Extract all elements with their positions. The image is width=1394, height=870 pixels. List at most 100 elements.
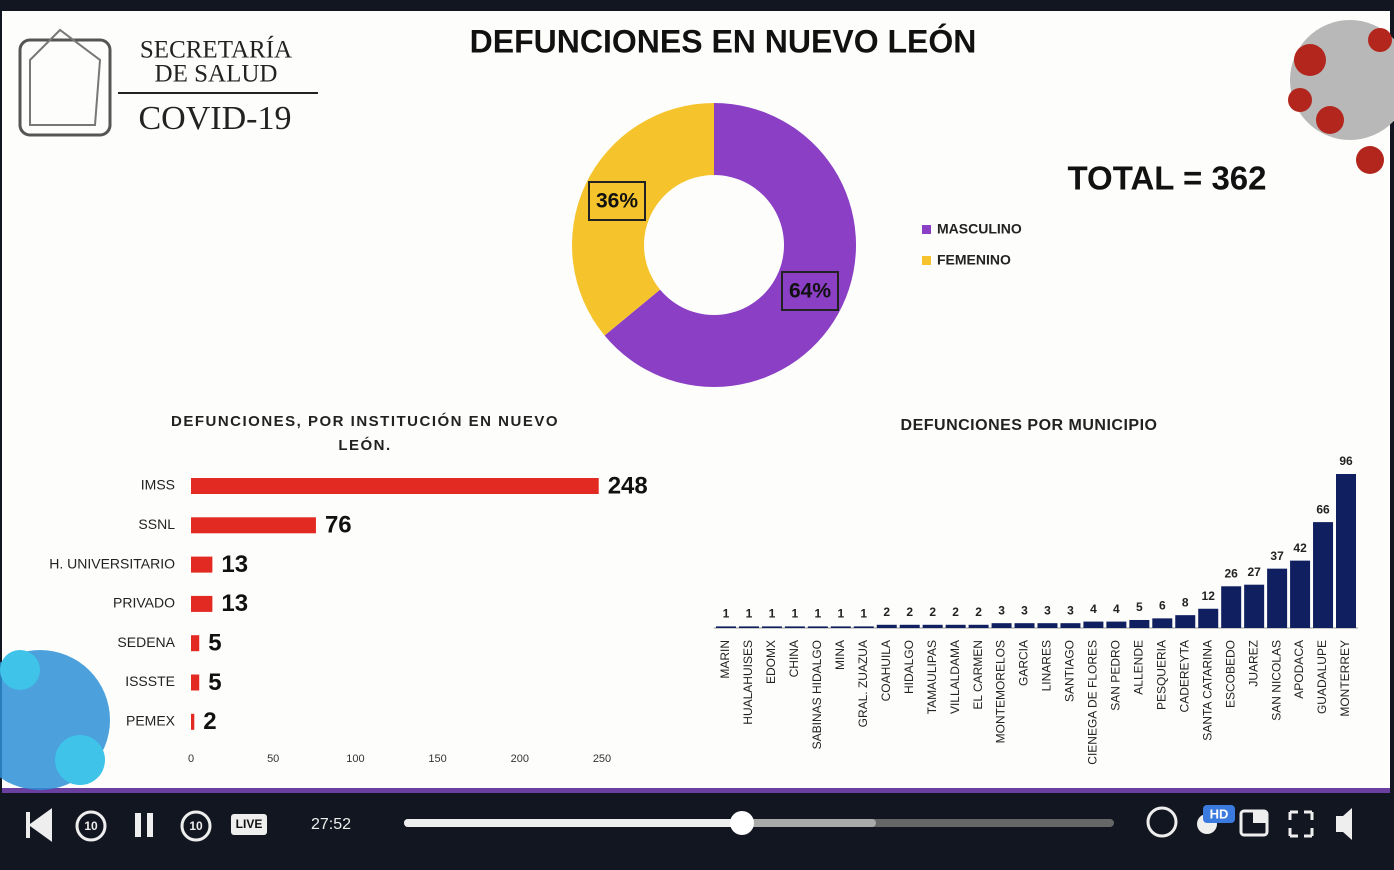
- x-tick-label: PESQUERIA: [1154, 640, 1168, 710]
- data-label: 5: [208, 669, 221, 696]
- bar: [1106, 621, 1127, 628]
- data-label: 1: [746, 607, 753, 621]
- bar: [830, 626, 851, 628]
- virus-decoration: [0, 20, 1394, 790]
- data-label: 13: [221, 551, 248, 578]
- x-tick-label: TAMAULIPAS: [925, 640, 939, 714]
- x-tick-label: GARCIA: [1017, 640, 1031, 686]
- bar: [853, 626, 874, 628]
- data-label: 42: [1293, 541, 1307, 555]
- x-tick-label: JUAREZ: [1246, 640, 1260, 687]
- y-tick-label: SSNL: [138, 516, 175, 532]
- bar: [899, 624, 920, 628]
- pause-button[interactable]: [147, 813, 153, 837]
- live-label: LIVE: [236, 817, 263, 831]
- bar: [1221, 586, 1242, 628]
- data-label: 27: [1247, 565, 1261, 579]
- hd-badge: [1203, 805, 1235, 823]
- x-tick-label: EL CARMEN: [971, 640, 985, 710]
- rewind-button[interactable]: [75, 810, 107, 842]
- x-tick-label: MONTERREY: [1338, 640, 1352, 717]
- x-tick-label: EDOMX: [764, 640, 778, 684]
- x-tick-label: ESCOBEDO: [1223, 640, 1237, 708]
- logo: [18, 28, 318, 137]
- x-tick-label: MONTEMORELOS: [994, 640, 1008, 743]
- y-tick-label: PRIVADO: [113, 595, 175, 611]
- bar: [191, 713, 195, 730]
- data-label: 1: [723, 607, 730, 621]
- x-tick-label: CHINA: [787, 640, 801, 677]
- bar: [945, 624, 966, 628]
- data-label: 76: [325, 512, 352, 539]
- data-label: 2: [203, 708, 216, 735]
- bar: [716, 626, 736, 628]
- legend-swatch: [922, 256, 931, 265]
- x-tick-label: 0: [188, 753, 194, 765]
- x-tick-label: GUADALUPE: [1315, 640, 1329, 714]
- volume-button[interactable]: [1336, 808, 1352, 840]
- bar: [738, 626, 759, 628]
- bar: [191, 674, 200, 691]
- player-controls: 10 10: [26, 805, 1352, 842]
- data-label: 1: [815, 607, 822, 621]
- slide-title: DEFUNCIONES EN NUEVO LEÓN: [470, 23, 977, 59]
- bar: [191, 595, 213, 612]
- donut-slice: [604, 103, 856, 387]
- data-label: 2: [883, 605, 890, 619]
- x-tick-label: LINARES: [1040, 640, 1054, 691]
- x-tick-label: 150: [428, 753, 446, 765]
- data-label: 1: [837, 607, 844, 621]
- fullscreen-button[interactable]: [1288, 810, 1314, 838]
- logo-text: DE SALUD: [155, 61, 278, 88]
- data-label: 2: [906, 605, 913, 619]
- data-label: 4: [1090, 602, 1097, 616]
- progress-thumb[interactable]: [730, 811, 754, 835]
- x-tick-label: VILLALDAMA: [948, 640, 962, 714]
- x-tick-label: SABINAS HIDALGO: [810, 640, 824, 749]
- x-tick-label: 100: [346, 753, 364, 765]
- x-tick-label: SANTIAGO: [1063, 640, 1077, 702]
- chart-title: DEFUNCIONES POR MUNICIPIO: [901, 417, 1158, 434]
- bar: [1290, 560, 1311, 628]
- x-tick-label: CIENEGA DE FLORES: [1086, 640, 1100, 765]
- data-label: 26: [1225, 566, 1239, 580]
- y-tick-label: ISSSTE: [125, 673, 175, 689]
- miniplayer-icon: [1253, 811, 1267, 823]
- legend-swatch: [922, 225, 931, 234]
- data-label-box: [781, 271, 839, 311]
- bar: [1037, 623, 1058, 628]
- bar: [191, 478, 599, 494]
- bar: [1336, 474, 1356, 628]
- chat-button[interactable]: [1146, 806, 1178, 838]
- data-label: 1: [769, 607, 776, 621]
- bar: [191, 635, 200, 652]
- bar: [1152, 618, 1173, 628]
- data-label: 5: [208, 630, 221, 657]
- data-label: 4: [1113, 602, 1120, 616]
- pause-button[interactable]: [135, 813, 141, 837]
- x-tick-label: 200: [511, 753, 529, 765]
- bar: [922, 624, 943, 628]
- x-tick-label: HIDALGO: [902, 640, 916, 694]
- bar: [1083, 621, 1104, 628]
- bar: [1198, 608, 1219, 628]
- data-label: 2: [929, 605, 936, 619]
- data-label: 3: [1067, 603, 1074, 617]
- live-badge[interactable]: [231, 814, 267, 835]
- bar: [968, 624, 989, 628]
- total: TOTAL = 362: [1068, 160, 1267, 197]
- data-label: 1: [860, 607, 867, 621]
- rewind-icon: 10: [84, 819, 98, 833]
- bar: [876, 624, 897, 628]
- data-label: 3: [1021, 603, 1028, 617]
- x-tick-label: SAN NICOLAS: [1269, 640, 1283, 721]
- forward-button[interactable]: [180, 810, 212, 842]
- x-tick-label: ALLENDE: [1132, 640, 1146, 695]
- bar: [1014, 623, 1035, 628]
- data-label: 2: [975, 605, 982, 619]
- bar: [807, 626, 828, 628]
- data-label: 2: [952, 605, 959, 619]
- x-tick-label: HUALAHUISES: [741, 640, 755, 725]
- previous-button[interactable]: [26, 808, 52, 842]
